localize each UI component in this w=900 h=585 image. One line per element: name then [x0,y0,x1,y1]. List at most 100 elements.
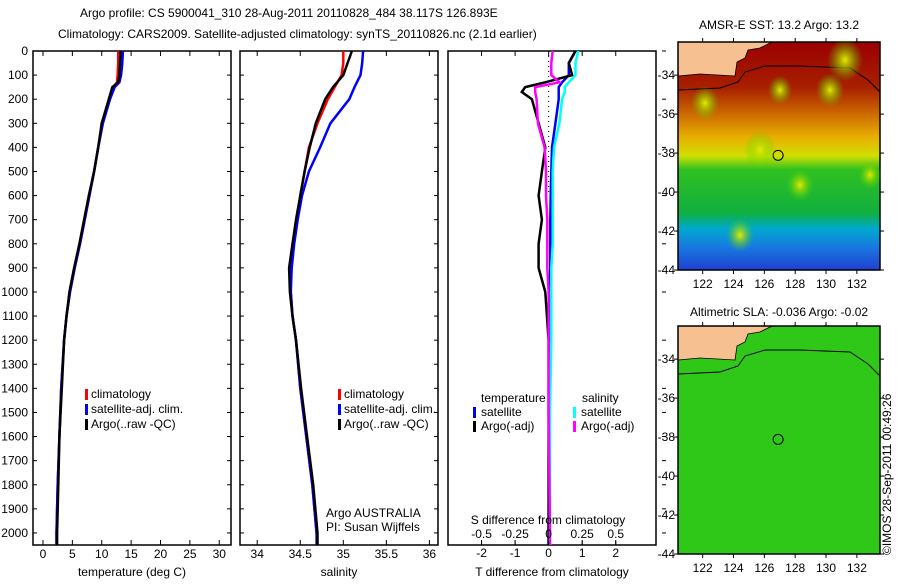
legend-swatch [85,389,88,400]
argo-australia-label: Argo AUSTRALIA [326,506,421,520]
lon-tick-label: 132 [847,561,867,575]
legend-heading-salinity: salinity [582,391,619,405]
lon-tick-label: 128 [785,277,805,291]
legend-label: satellite-adj. clim. [91,402,183,416]
sla-anomaly-patch [744,130,776,170]
series-line-salinity-satellite [548,50,580,545]
sst-map: AMSR-E SST: 13.2 Argo: 13.2 122 124 126 128 1… [658,18,884,291]
legend-swatch [338,419,341,430]
depth-tick-label: 300 [8,116,28,130]
legend-swatch [338,389,341,400]
legend-label: satellite-adj. clim. [344,402,436,416]
legend-label: Argo(..raw -QC) [91,417,176,431]
series-line-satellite-adj-clim- [289,50,365,545]
sla-anomaly-patch [827,38,863,82]
sla-field [678,326,880,554]
sla-map: Altimetric SLA: -0.036 Argo: -0.02 122 124… [658,38,884,575]
depth-tick-label: 800 [8,237,28,251]
x-tick-label: 2 [612,546,619,560]
series-line-argo-raw-qc- [287,50,354,545]
x-tick-label: 1 [579,546,586,560]
series-line-climatology [289,51,345,546]
pi-label: PI: Susan Wijffels [326,520,420,534]
x-axis-label: temperature (deg C) [78,565,186,579]
lat-tick-label: -38 [658,430,676,444]
depth-tick-label: 1900 [1,502,28,516]
lon-tick-label: 126 [754,561,774,575]
x-axis-label: T difference from climatology [475,565,629,579]
x-tick-label: 0 [545,546,552,560]
legend-swatch [85,419,88,430]
legend-label: climatology [91,387,151,401]
x-tick-label: 30 [213,547,227,561]
sla-anomaly-patch [726,218,754,252]
x-tick-label: 10 [95,547,109,561]
secondary-x-tick-label: -0.5 [471,527,492,541]
shelf-contour [677,349,881,377]
lon-tick-label: 124 [723,277,743,291]
legend-label: climatology [344,387,404,401]
x-tick-label: 25 [183,547,197,561]
x-tick-label: -2 [476,546,487,560]
series-line-satellite-adj-clim- [55,50,125,545]
x-axis-label: salinity [321,565,358,579]
lat-tick-label: -36 [658,391,676,405]
map-title: AMSR-E SST: 13.2 Argo: 13.2 [699,18,859,32]
legend-swatch [573,407,576,418]
secondary-x-axis-label: S difference from climatology [471,513,626,527]
sla-anomaly-patch [786,168,814,202]
lat-tick-label: -42 [658,224,676,238]
plot-frame [32,50,232,546]
legend-swatch [473,421,476,432]
sla-anomaly-patch [816,73,844,107]
legend-swatch [85,404,88,415]
lon-tick-label: 126 [754,277,774,291]
lon-tick-label: 130 [816,561,836,575]
series-line-climatology [55,51,120,545]
depth-tick-label: 1000 [1,285,28,299]
x-tick-label: 34.5 [289,547,313,561]
x-tick-label: 5 [69,547,76,561]
x-tick-label: 35 [337,547,351,561]
x-tick-label: 36 [423,547,437,561]
plot-frame [239,50,439,546]
legend-label: Argo(-adj) [481,419,534,433]
depth-tick-label: 100 [8,68,28,82]
lat-tick-label: -42 [658,508,676,522]
depth-tick-label: 1100 [2,309,28,323]
x-tick-label: 0 [40,547,47,561]
lat-tick-label: -34 [658,352,676,366]
lon-tick-label: 132 [847,277,867,291]
lon-tick-label: 130 [816,277,836,291]
lon-tick-label: 128 [785,561,805,575]
argo-float-marker [772,433,784,445]
depth-tick-label: 1700 [1,454,28,468]
lat-tick-label: -38 [658,146,676,160]
secondary-x-tick-label: 0 [545,527,552,541]
map-frame [677,41,881,271]
depth-tick-label: 500 [8,164,28,178]
series-line-temperature-satellite [547,50,577,545]
lon-tick-label: 122 [693,277,713,291]
legend-swatch [338,404,341,415]
lat-tick-label: -34 [658,68,676,82]
x-tick-label: -1 [510,546,521,560]
sla-anomaly-patch [858,160,882,190]
legend-label: satellite [581,405,622,419]
depth-tick-label: 2000 [1,526,28,540]
depth-tick-label: 1500 [1,405,28,419]
secondary-x-tick-label: 0.5 [607,527,624,541]
lat-tick-label: -40 [658,469,676,483]
depth-tick-label: 0 [21,44,28,58]
x-tick-label: 15 [124,547,138,561]
title-line-1: Argo profile: CS 5900041_310 28-Aug-2011… [80,6,498,20]
imos-credit: ©IMOS 28-Sep-2011 00:49:26 [880,393,894,555]
lat-tick-label: -36 [658,107,676,121]
secondary-x-tick-label: 0.25 [571,527,595,541]
legend-label: Argo(-adj) [581,419,634,433]
profile-panel-2: 34 34.5 35 35.5 36 salinity climatologysatelli… [239,50,439,579]
legend-swatch [573,421,576,432]
depth-tick-label: 700 [8,213,28,227]
lat-tick-label: -44 [658,547,676,561]
